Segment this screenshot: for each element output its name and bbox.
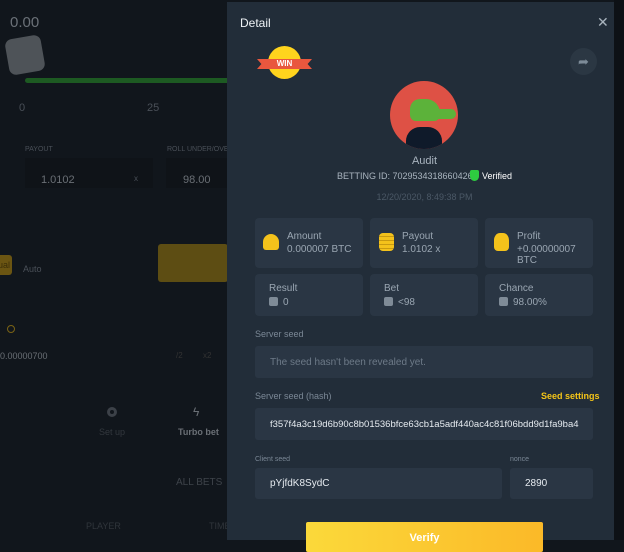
modal-title: Detail (240, 16, 271, 30)
close-icon[interactable]: ✕ (597, 14, 609, 30)
coin-stack-icon (379, 233, 394, 251)
slider-tick: 25 (147, 102, 160, 114)
roll-field[interactable] (166, 158, 227, 188)
share-icon: ➦ (578, 54, 589, 69)
amount-card: Amount 0.000007 BTC (255, 218, 363, 268)
double-button[interactable]: x2 (203, 351, 212, 360)
tab-manual-label: Manual (0, 260, 10, 270)
info-icon (7, 325, 15, 333)
right-edge (614, 0, 624, 540)
col-time: TIME (209, 521, 231, 531)
col-player: PLAYER (86, 521, 121, 531)
money-bag-icon (494, 233, 509, 251)
dice-icon (499, 297, 508, 306)
tab-manual[interactable]: Manual (0, 255, 12, 275)
client-seed-field[interactable]: pYjfdK8SydC (255, 468, 502, 499)
gear-icon (107, 407, 117, 417)
nonce-label: nonce (510, 456, 530, 463)
dice-icon (384, 297, 393, 306)
amount-value[interactable]: 0.00000700 (0, 351, 48, 361)
detail-modal: Detail ✕ WIN ➦ Audit BETTING ID: 7029534… (227, 2, 614, 552)
roll-label: ROLL UNDER/OVER (167, 146, 227, 153)
betting-id: BETTING ID: 7029534318660426 (337, 171, 473, 181)
seed-settings-link[interactable]: Seed settings (541, 391, 600, 401)
dice-icon (269, 297, 278, 306)
turbo-bet-button[interactable]: Turbo bet (178, 427, 219, 437)
dice-icon (4, 34, 46, 76)
bet-button[interactable] (158, 244, 228, 282)
payout-card: Payout 1.0102 x (370, 218, 478, 268)
profit-card: Profit +0.00000007 BTC (485, 218, 593, 268)
verified-shield-icon (470, 170, 479, 181)
payout-unit: x (134, 174, 138, 183)
tab-auto[interactable]: Auto (23, 264, 42, 274)
win-badge: WIN (257, 44, 312, 82)
half-button[interactable]: /2 (176, 351, 183, 360)
result-card: Result 0 (255, 274, 363, 316)
avatar (390, 81, 458, 149)
hash-label: Server seed (hash) (255, 391, 332, 401)
roll-slider[interactable] (25, 78, 230, 83)
server-seed-label: Server seed (255, 329, 304, 339)
server-seed-field: The seed hasn't been revealed yet. (255, 346, 593, 378)
slider-tick: 0 (19, 102, 26, 114)
payout-label: PAYOUT (25, 146, 53, 153)
verified-label: Verified (482, 171, 513, 181)
verify-button[interactable]: Verify (306, 522, 543, 552)
hash-field[interactable]: f357f4a3c19d6b90c8b01536bfce63cb1a5adf44… (255, 408, 593, 440)
bet-card: Bet <98 (370, 274, 478, 316)
roll-field-value: 98.00 (183, 174, 211, 186)
coin-hand-icon (263, 234, 279, 250)
nonce-field[interactable]: 2890 (510, 468, 593, 499)
verify-label: Verify (409, 532, 440, 544)
username: Audit (411, 155, 438, 167)
client-seed-label: Client seed (255, 456, 291, 463)
all-bets-tab[interactable]: ALL BETS (176, 477, 223, 488)
payout-field[interactable] (25, 158, 153, 188)
chance-card: Chance 98.00% (485, 274, 593, 316)
payout-value: 1.0102 (41, 174, 75, 186)
share-button[interactable]: ➦ (570, 48, 597, 75)
lightning-icon: ϟ (193, 405, 200, 419)
setup-button[interactable]: Set up (99, 427, 126, 437)
bet-date: 12/20/2020, 8:49:38 PM (376, 192, 473, 202)
roll-result: 0.00 (10, 14, 40, 31)
